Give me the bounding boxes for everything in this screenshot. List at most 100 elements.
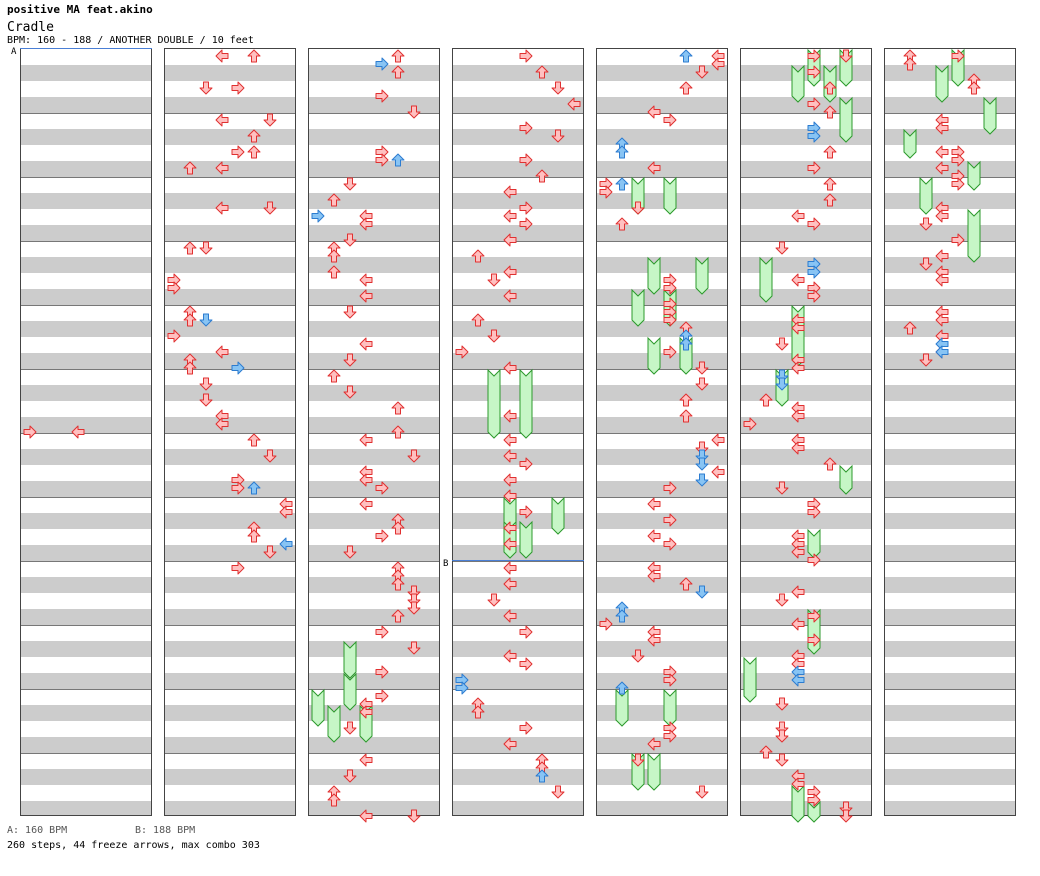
freeze-arrow	[519, 368, 533, 439]
step-arrow	[935, 345, 949, 359]
step-arrow	[199, 377, 213, 391]
step-arrow	[503, 561, 517, 575]
measure-line	[885, 241, 1015, 242]
freeze-arrow	[919, 176, 933, 215]
measure-line	[741, 689, 871, 690]
measure-line	[165, 241, 295, 242]
measure-line	[309, 305, 439, 306]
step-arrow	[503, 449, 517, 463]
step-arrow	[407, 449, 421, 463]
step-arrow	[247, 529, 261, 543]
measure-line	[741, 369, 871, 370]
measure-line	[21, 369, 151, 370]
step-arrow	[199, 313, 213, 327]
step-arrow	[807, 161, 821, 175]
step-arrow	[935, 121, 949, 135]
measure-line	[597, 689, 727, 690]
step-arrow	[935, 209, 949, 223]
measure-line	[453, 241, 583, 242]
step-arrow	[919, 257, 933, 271]
step-arrow	[823, 457, 837, 471]
step-arrow	[679, 49, 693, 63]
measure-line	[21, 753, 151, 754]
step-arrow	[679, 409, 693, 423]
step-arrow	[711, 433, 725, 447]
measure-line	[597, 433, 727, 434]
step-arrow	[503, 577, 517, 591]
measure-line	[597, 305, 727, 306]
measure-line	[885, 113, 1015, 114]
step-arrow	[407, 809, 421, 823]
step-arrow	[695, 473, 709, 487]
step-arrow	[503, 209, 517, 223]
step-arrow	[695, 585, 709, 599]
step-arrow	[343, 233, 357, 247]
step-arrow	[247, 145, 261, 159]
step-arrow	[711, 57, 725, 71]
freeze-arrow	[343, 672, 357, 711]
step-arrow	[455, 345, 469, 359]
step-arrow	[807, 265, 821, 279]
chart-stats: 260 steps, 44 freeze arrows, max combo 3…	[7, 840, 260, 851]
step-arrow	[775, 337, 789, 351]
step-arrow	[343, 177, 357, 191]
step-arrow	[327, 793, 341, 807]
step-arrow	[183, 361, 197, 375]
step-arrow	[775, 697, 789, 711]
freeze-arrow	[663, 176, 677, 215]
step-arrow	[695, 785, 709, 799]
measure-line	[597, 497, 727, 498]
measure-line	[309, 369, 439, 370]
section-line	[20, 48, 152, 49]
freeze-arrow	[519, 520, 533, 559]
step-arrow	[519, 457, 533, 471]
step-arrow	[951, 177, 965, 191]
step-arrow	[807, 505, 821, 519]
bpm-legend-a: A: 160 BPM	[7, 825, 68, 836]
step-arrow	[919, 353, 933, 367]
freeze-arrow	[967, 208, 981, 263]
step-arrow	[519, 201, 533, 215]
step-arrow	[775, 241, 789, 255]
chart-column	[308, 48, 440, 816]
step-arrow	[823, 145, 837, 159]
step-arrow	[807, 553, 821, 567]
step-arrow	[359, 497, 373, 511]
measure-line	[21, 625, 151, 626]
step-arrow	[343, 353, 357, 367]
step-arrow	[375, 481, 389, 495]
step-arrow	[407, 641, 421, 655]
step-arrow	[343, 545, 357, 559]
step-arrow	[647, 633, 661, 647]
freeze-arrow	[695, 256, 709, 295]
chart-column	[884, 48, 1016, 816]
step-arrow	[823, 81, 837, 95]
step-arrow	[679, 337, 693, 351]
measure-line	[741, 753, 871, 754]
measure-line	[885, 625, 1015, 626]
chart-column	[740, 48, 872, 816]
step-arrow	[343, 385, 357, 399]
step-arrow	[167, 329, 181, 343]
step-arrow	[823, 105, 837, 119]
step-arrow	[359, 705, 373, 719]
step-arrow	[951, 233, 965, 247]
step-arrow	[839, 809, 853, 823]
freeze-arrow	[983, 96, 997, 135]
step-arrow	[503, 361, 517, 375]
step-arrow	[503, 649, 517, 663]
step-arrow	[503, 609, 517, 623]
measure-line	[21, 433, 151, 434]
freeze-arrow	[743, 656, 757, 703]
step-arrow	[807, 129, 821, 143]
measure-line	[741, 433, 871, 434]
freeze-arrow	[647, 256, 661, 295]
step-arrow	[311, 209, 325, 223]
step-arrow	[807, 609, 821, 623]
step-arrow	[631, 201, 645, 215]
measure-line	[21, 561, 151, 562]
measure-line	[165, 177, 295, 178]
measure-line	[21, 113, 151, 114]
measure-line	[21, 689, 151, 690]
step-arrow	[23, 425, 37, 439]
